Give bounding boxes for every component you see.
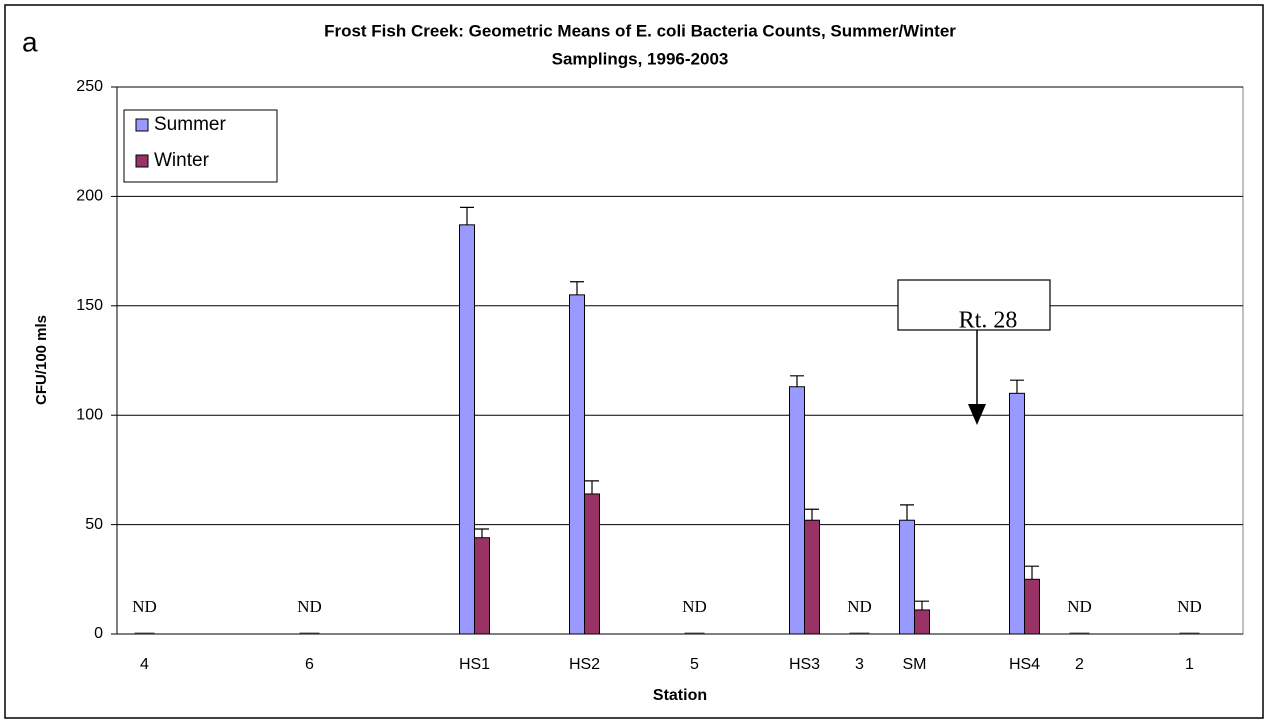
bar: [914, 609, 930, 635]
bar: [789, 386, 805, 635]
nd-label: ND: [847, 597, 872, 616]
callout-text: Rt. 28: [959, 308, 1018, 334]
error-bar: [805, 508, 819, 521]
x-tick-label: HS2: [569, 656, 600, 673]
legend-label: Winter: [154, 150, 210, 171]
bar: [569, 294, 585, 635]
panel-label: a: [22, 26, 38, 57]
error-bar: [475, 528, 489, 538]
y-tick-label: 150: [76, 297, 103, 314]
x-tick-label: HS1: [459, 656, 490, 673]
chart-title: Frost Fish Creek: Geometric Means of E. …: [324, 21, 956, 40]
x-axis-label: Station: [653, 687, 707, 704]
error-bar: [790, 375, 804, 387]
error-bar: [570, 281, 584, 295]
legend-swatch: [135, 154, 149, 168]
error-bar: [1025, 565, 1039, 580]
bar: [474, 537, 490, 635]
x-tick-label: 6: [305, 656, 314, 673]
error-bar: [1010, 379, 1024, 394]
x-tick-label: 5: [690, 656, 699, 673]
chart-subtitle: Samplings, 1996-2003: [552, 49, 729, 68]
y-axis-label: CFU/100 mls: [33, 315, 50, 405]
y-tick-label: 200: [76, 188, 103, 205]
x-tick-label: 4: [140, 656, 149, 673]
x-tick-label: HS4: [1009, 656, 1040, 673]
callout-arrowhead: [968, 404, 986, 425]
error-bar: [900, 504, 914, 521]
x-tick-label: HS3: [789, 656, 820, 673]
error-bar: [915, 600, 929, 610]
bar: [1009, 392, 1025, 635]
legend-box: [123, 109, 278, 183]
legend-swatch: [135, 118, 149, 132]
y-tick-label: 0: [94, 625, 103, 642]
plot-area: [116, 86, 1244, 635]
bar: [584, 493, 600, 635]
bar: [804, 519, 820, 635]
y-tick-label: 250: [76, 78, 103, 95]
y-tick-label: 100: [76, 406, 103, 423]
x-tick-label: SM: [903, 656, 927, 673]
nd-label: ND: [1177, 597, 1202, 616]
nd-label: ND: [682, 597, 707, 616]
bar: [1024, 578, 1040, 635]
bar: [899, 519, 915, 635]
nd-label: ND: [132, 597, 157, 616]
callout-box: [897, 279, 1051, 331]
x-tick-label: 2: [1075, 656, 1084, 673]
nd-label: ND: [297, 597, 322, 616]
y-tick-label: 50: [85, 516, 103, 533]
x-tick-label: 1: [1185, 656, 1194, 673]
nd-label: ND: [1067, 597, 1092, 616]
error-bar: [460, 206, 474, 225]
bar: [459, 224, 475, 635]
legend-label: Summer: [154, 114, 226, 135]
error-bar: [585, 480, 599, 494]
x-tick-label: 3: [855, 656, 864, 673]
